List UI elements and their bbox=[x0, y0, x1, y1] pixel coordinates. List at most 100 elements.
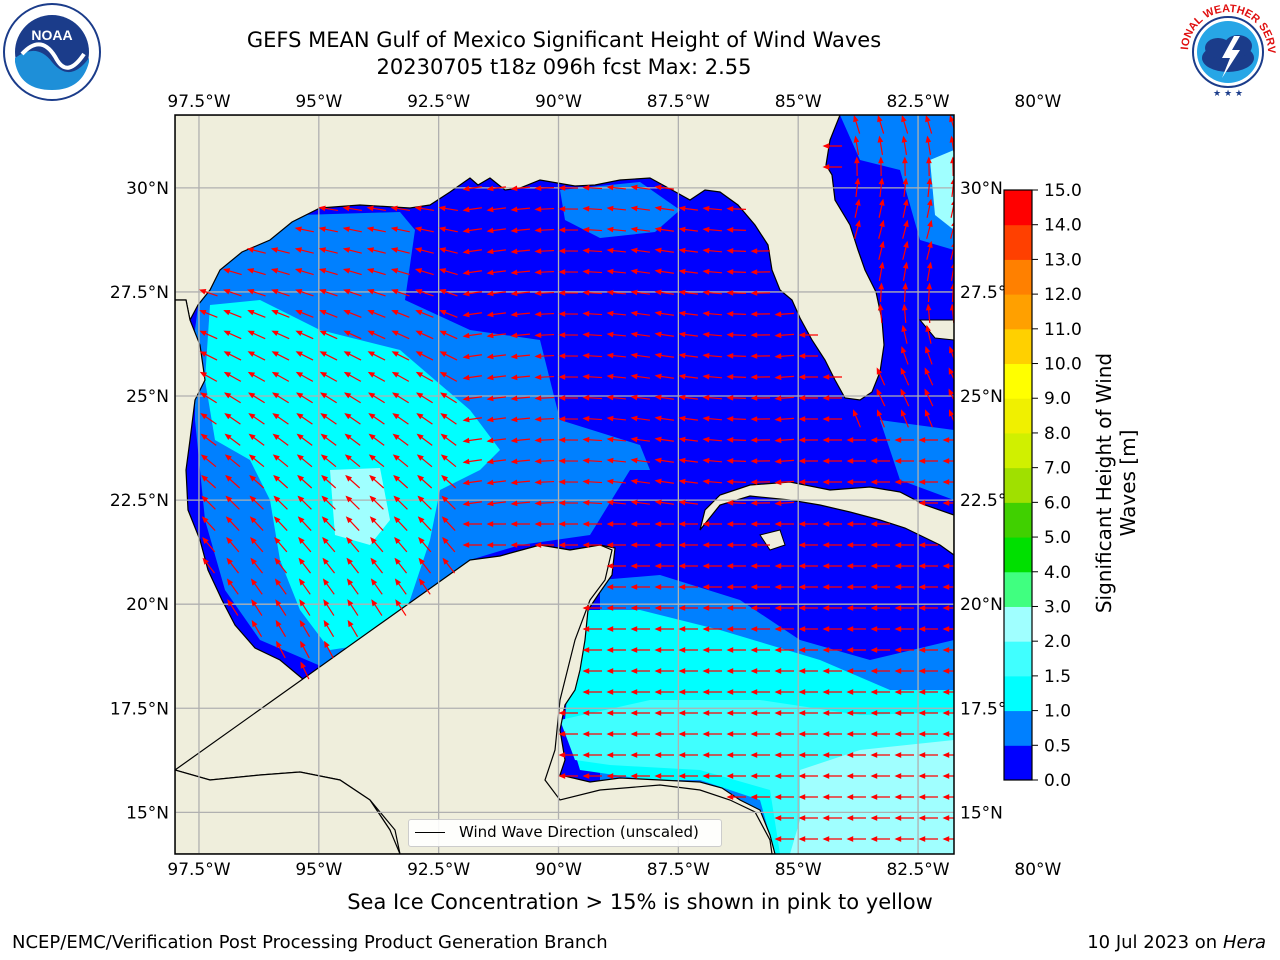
arrow-head bbox=[510, 416, 518, 423]
arrow-head bbox=[750, 794, 758, 800]
arrow-head bbox=[368, 413, 376, 420]
arrow-head bbox=[654, 331, 662, 338]
arrow-head bbox=[630, 352, 638, 359]
arrow-head bbox=[418, 557, 425, 565]
arrow-head bbox=[558, 542, 566, 548]
arrow-head bbox=[606, 268, 614, 275]
arrow-head bbox=[296, 433, 304, 441]
arrow-head bbox=[942, 836, 950, 842]
colorbar: 0.0 0.5 1.0 1.5 2.0 3.0 4.0 5.0 6.0 7.0 8.0 9.0 10.0… bbox=[1003, 181, 1082, 791]
arrow-head bbox=[606, 521, 614, 527]
arrow-head bbox=[606, 184, 614, 191]
arrow-head bbox=[702, 689, 710, 695]
arrow-head bbox=[798, 710, 806, 716]
arrow-head bbox=[942, 815, 950, 821]
arrow-head bbox=[558, 395, 566, 401]
arrow-head bbox=[486, 479, 494, 486]
arrow-head bbox=[702, 478, 710, 485]
lat-tick-left: 25°N bbox=[126, 387, 169, 407]
arrow-head bbox=[924, 409, 931, 417]
arrow-head bbox=[678, 457, 686, 464]
arrow-head bbox=[726, 311, 734, 317]
arrow-head bbox=[726, 290, 734, 296]
arrow-head bbox=[798, 605, 806, 611]
arrow-head bbox=[918, 542, 926, 548]
arrow-head bbox=[319, 309, 327, 316]
arrow-head bbox=[678, 752, 686, 758]
arrow-head bbox=[654, 268, 662, 275]
arrow-head bbox=[925, 346, 931, 354]
arrow-head bbox=[846, 731, 854, 737]
arrow-head bbox=[726, 206, 734, 212]
arrow-head bbox=[927, 240, 933, 249]
arrow-head bbox=[822, 647, 830, 653]
arrow-head bbox=[534, 248, 542, 255]
arrow-head bbox=[654, 373, 662, 380]
arrow-head bbox=[630, 478, 638, 485]
arrow-head bbox=[534, 332, 542, 339]
arrow-head bbox=[393, 474, 401, 482]
arrow-head bbox=[846, 542, 854, 548]
colorbar-label: Significant Height of Wind Waves [m] bbox=[1092, 352, 1140, 614]
arrow-head bbox=[582, 542, 590, 548]
colorbar-tick-label: 11.0 bbox=[1044, 320, 1082, 340]
arrow-head bbox=[510, 395, 518, 402]
arrow-head bbox=[894, 689, 902, 695]
arrow-head bbox=[272, 433, 280, 441]
arrow-head bbox=[678, 563, 686, 569]
land-bahamas bbox=[918, 319, 954, 341]
arrow-head bbox=[942, 689, 950, 695]
lon-tick-bottom: 92.5°W bbox=[407, 860, 470, 880]
arrow-head bbox=[678, 268, 686, 275]
arrow-head bbox=[900, 388, 906, 396]
arrow-head bbox=[391, 371, 400, 378]
arrow-head bbox=[366, 247, 375, 253]
arrow-head bbox=[223, 330, 231, 337]
arrow-shaft bbox=[950, 244, 954, 260]
arrow-head bbox=[846, 458, 854, 464]
arrow-head bbox=[702, 584, 710, 590]
arrow-head bbox=[942, 794, 950, 800]
arrow-head bbox=[702, 310, 710, 317]
arrow-head bbox=[654, 184, 662, 191]
arrow-head bbox=[345, 495, 353, 503]
arrow-head bbox=[894, 479, 902, 485]
arrow-head bbox=[902, 156, 908, 164]
arrow-head bbox=[201, 495, 209, 503]
arrow-head bbox=[750, 626, 758, 632]
arrow-head bbox=[320, 433, 328, 441]
svg-text:★ ★ ★: ★ ★ ★ bbox=[1213, 89, 1243, 99]
arrow-head bbox=[249, 516, 257, 524]
arrow-head bbox=[462, 185, 470, 192]
colorbar-tick-label: 13.0 bbox=[1044, 250, 1082, 270]
arrow-head bbox=[343, 289, 351, 295]
colorbar-tick-label: 10.0 bbox=[1044, 355, 1082, 375]
arrow-head bbox=[606, 331, 614, 338]
lat-tick-left: 20°N bbox=[126, 595, 169, 615]
lat-tick-left: 17.5°N bbox=[110, 699, 169, 719]
arrow-head bbox=[486, 500, 494, 507]
arrow-head bbox=[558, 752, 566, 758]
arrow-head bbox=[369, 495, 377, 503]
arrow-head bbox=[534, 311, 542, 318]
arrow-head bbox=[271, 330, 279, 337]
arrow-head bbox=[750, 374, 758, 380]
arrow-head bbox=[918, 689, 926, 695]
arrow-head bbox=[846, 668, 854, 674]
lon-tick-bottom: 85°W bbox=[775, 860, 822, 880]
arrow-head bbox=[942, 647, 950, 653]
arrow-head bbox=[320, 413, 328, 420]
arrow-head bbox=[822, 794, 830, 800]
arrow-head bbox=[949, 115, 954, 123]
arrow-head bbox=[462, 395, 470, 402]
arrow-head bbox=[582, 478, 590, 485]
arrow-head bbox=[247, 351, 255, 357]
arrow-head bbox=[630, 247, 638, 254]
arrow-head bbox=[774, 689, 782, 695]
arrow-head bbox=[534, 479, 542, 486]
arrow-head bbox=[486, 416, 494, 423]
arrow-head bbox=[606, 289, 614, 296]
arrow-head bbox=[726, 626, 734, 632]
arrow-head bbox=[558, 773, 566, 779]
arrow-head bbox=[297, 495, 305, 503]
